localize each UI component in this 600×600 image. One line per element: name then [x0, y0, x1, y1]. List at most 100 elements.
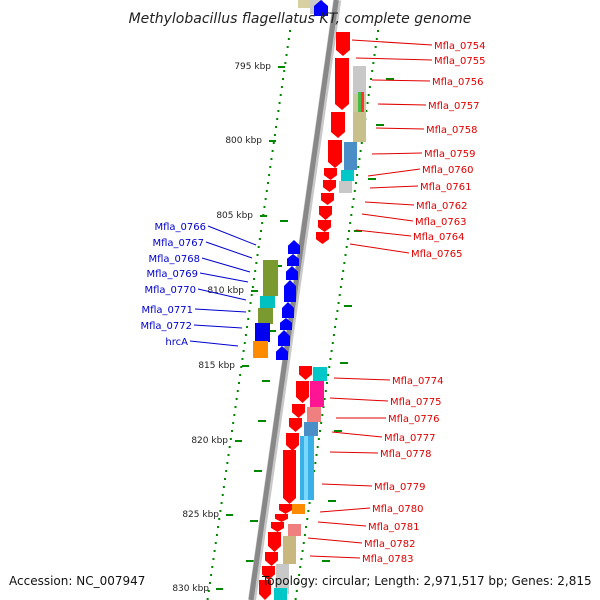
reverse-gene-arrow [259, 580, 271, 600]
right-guide-dot [313, 470, 316, 472]
reverse-gene-leader [309, 555, 361, 559]
forward-gene-label: Mfla_0766 [154, 222, 206, 233]
right-guide-dot [357, 166, 360, 168]
forward-gene-leader [189, 340, 239, 347]
kbp-tick-mark [242, 365, 249, 367]
reverse-gene-arrow [271, 522, 284, 532]
kbp-tick-label: 810 kbp [207, 286, 244, 296]
forward-gene-arrow [284, 280, 296, 302]
right-guide-dot [377, 30, 379, 32]
kbp-tick-label: 820 kbp [191, 436, 228, 446]
reverse-gene-arrow [275, 514, 288, 522]
guide-dash [344, 305, 352, 307]
right-guide-dot [341, 278, 344, 280]
reverse-gene-leader [367, 168, 421, 177]
left-guide-dot [236, 390, 239, 392]
left-guide-dot [212, 558, 215, 560]
feature-block [258, 308, 273, 324]
left-guide-dot [240, 366, 243, 368]
feature-block [307, 407, 321, 422]
guide-dash [328, 500, 336, 502]
kbp-tick-label: 800 kbp [225, 136, 262, 146]
feature-block [253, 341, 268, 358]
left-guide-dot [265, 190, 268, 192]
guide-dash [368, 178, 376, 180]
right-guide-dot [300, 558, 303, 560]
kbp-scale: 795 kbp 800 kbp 805 kbp 810 kbp 815 kbp 820 k… [172, 62, 285, 594]
reverse-gene-label: Mfla_0760 [422, 165, 474, 176]
left-guide-dot [257, 246, 260, 248]
feature-block [353, 66, 366, 94]
reverse-gene-arrow [292, 404, 305, 418]
reverse-gene-arrow [328, 140, 342, 168]
reverse-gene-leader [321, 483, 373, 487]
reverse-gene-leader [333, 377, 391, 381]
guide-dash [340, 362, 348, 364]
guide-dash [334, 430, 342, 432]
forward-gene-arrow [280, 318, 292, 330]
right-guide-dot [371, 70, 374, 72]
reverse-gene-leader [319, 507, 371, 513]
reverse-gene-label: Mfla_0765 [411, 249, 463, 260]
feature-block [255, 323, 270, 342]
right-guide-dot [372, 62, 375, 64]
kbp-tick-mark [278, 66, 285, 68]
right-guide-dot [316, 446, 319, 448]
right-guide-dot [314, 462, 317, 464]
reverse-gene-label: Mfla_0757 [428, 101, 480, 112]
left-guide-dot [211, 566, 214, 568]
reverse-gene-arrow [265, 552, 278, 566]
left-guide-dot [287, 38, 290, 40]
right-guide-dot [327, 374, 330, 376]
left-guide-dot [258, 238, 261, 240]
left-guide-dot [284, 62, 287, 64]
reverse-gene-arrow [318, 220, 331, 232]
kbp-tick-label: 815 kbp [198, 361, 235, 371]
feature-block [283, 536, 296, 564]
left-guide-dot [289, 30, 291, 32]
reverse-gene-label: Mfla_0754 [434, 41, 486, 52]
right-guide-dot [303, 534, 306, 536]
right-guide-dot [299, 566, 302, 568]
left-guide-dot [251, 286, 254, 288]
reverse-gene-label: Mfla_0777 [384, 433, 436, 444]
right-guide-dot [338, 294, 341, 296]
kbp-tick-label: 805 kbp [216, 211, 253, 221]
left-guide-dot [269, 166, 272, 168]
right-guide-dot [368, 86, 371, 88]
left-guide-dot [271, 150, 274, 152]
reverse-gene-arrow [279, 504, 292, 514]
forward-gene-arrow [282, 302, 294, 318]
kbp-tick-mark [216, 588, 223, 590]
kbp-tick-mark [269, 140, 276, 142]
gene-labels: Mfla_0754 Mfla_0755 Mfla_0756 Mfla_0757 Mfla… [140, 41, 485, 565]
right-guide-dot [350, 214, 353, 216]
left-guide-dot [227, 454, 230, 456]
left-guide-dot [242, 350, 245, 352]
right-guide-dot [323, 398, 326, 400]
forward-gene-arrow [314, 0, 328, 16]
reverse-gene-leader [371, 79, 431, 82]
reverse-gene-arrow [323, 180, 336, 192]
feature-block [304, 422, 318, 436]
right-guide-dot [308, 502, 311, 504]
right-guide-dot [307, 510, 310, 512]
reverse-gene-label: Mfla_0762 [416, 201, 468, 212]
forward-gene-label: Mfla_0768 [148, 254, 200, 265]
reverse-gene-leader [369, 185, 419, 189]
left-guide-dot [272, 142, 275, 144]
right-guide-dot [343, 262, 346, 264]
forward-gene-leader [194, 308, 247, 313]
forward-gene-label: Mfla_0767 [152, 238, 204, 249]
right-guide-dot [342, 270, 345, 272]
right-guide-dot [344, 254, 347, 256]
reverse-gene-label: Mfla_0781 [368, 522, 420, 533]
left-guide-dot [241, 358, 244, 360]
feature-block [292, 504, 305, 514]
right-guide-dot [317, 438, 320, 440]
right-guide-dot [294, 598, 297, 600]
right-guide-dot [319, 430, 321, 432]
forward-gene-label: Mfla_0770 [144, 285, 196, 296]
kbp-tick-label: 825 kbp [182, 510, 219, 520]
